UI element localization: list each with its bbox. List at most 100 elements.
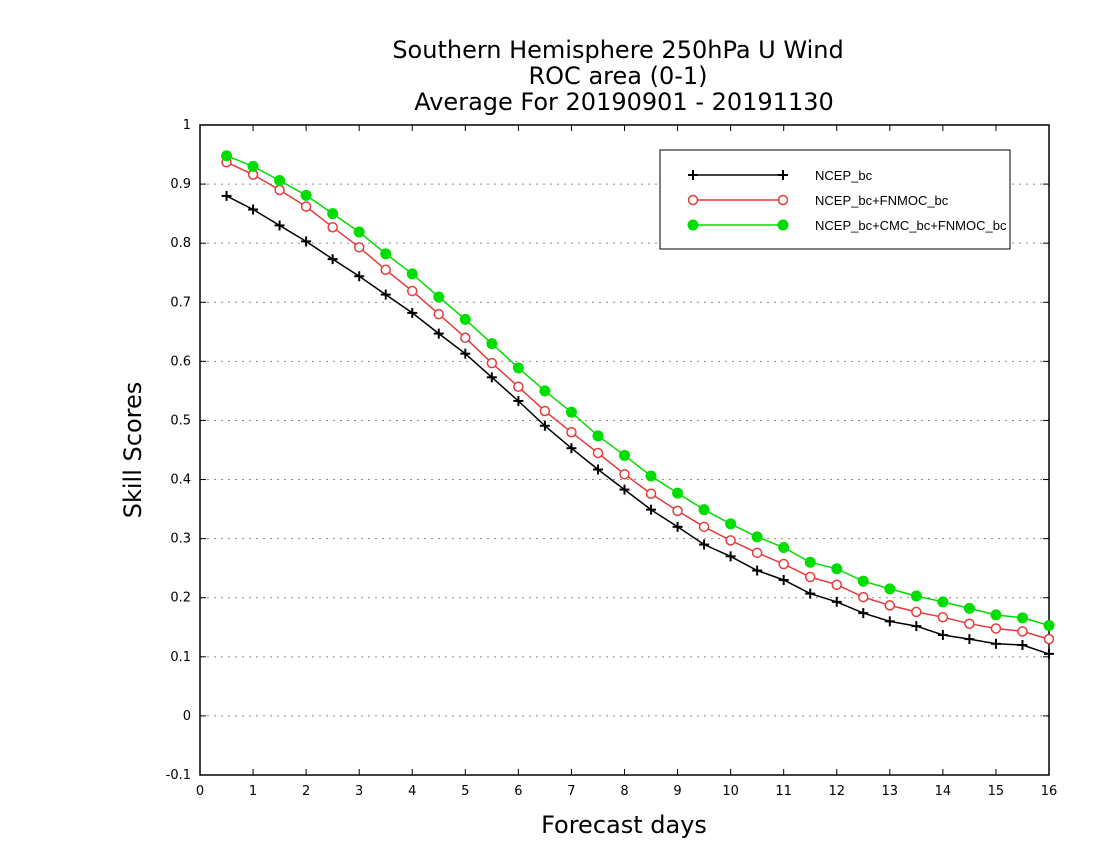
y-axis-ticks: -0.1 0 0.1 0.2 0.3 0.4 0.5 0.6 0.7 0.8 0.9 1 [166,118,1049,783]
data-point [911,606,922,618]
y-tick-label: 0 [183,709,191,724]
data-point [539,405,551,417]
data-point [990,638,1001,649]
data-point [805,588,816,599]
data-point [592,447,604,459]
data-point [884,600,896,611]
data-point [884,583,896,595]
data-point [433,308,445,320]
data-point [619,449,630,461]
data-point [327,221,338,233]
data-point [937,611,949,623]
data-point [380,264,391,276]
x-tick-label: 15 [988,784,1005,799]
x-tick-label: 9 [673,784,681,799]
data-point [857,575,869,587]
data-point [937,629,948,640]
x-axis-title: Forecast days [541,811,707,839]
y-axis-title: Skill Scores [119,382,147,519]
legend-marker [777,194,789,206]
x-tick-label: 2 [302,784,310,799]
legend-marker [777,219,789,231]
legend-marker [687,194,699,206]
data-point [539,385,551,397]
data-point [460,348,471,359]
series-2 [221,150,1055,631]
data-point [699,539,710,550]
chart-title-line-2: ROC area (0-1) [528,62,707,90]
data-point [911,621,922,632]
legend: NCEP_bc NCEP_bc+FNMOC_bc NCEP_bc+CMC_bc+FN… [659,149,1011,250]
data-point [725,535,736,546]
x-tick-label: 8 [620,784,628,799]
data-point [459,313,471,325]
data-point [1043,620,1055,631]
data-point [513,381,524,393]
y-tick-label: 0.7 [170,295,191,310]
data-point [301,236,312,247]
x-tick-label: 3 [355,784,363,799]
plot-frame [199,124,1050,776]
data-point [1043,633,1055,645]
data-point [804,556,816,568]
data-point [327,254,338,265]
data-point [672,487,684,499]
data-point [646,504,657,515]
grid-lines [200,183,1049,717]
data-point [248,204,259,215]
data-point [565,406,577,418]
legend-item-2: NCEP_bc+CMC_bc+FNMOC_bc [687,218,1007,233]
data-point [274,220,285,231]
x-tick-label: 1 [249,784,257,799]
data-point [274,184,285,196]
data-point [1016,612,1028,624]
legend-marker [778,170,788,180]
data-point [407,285,418,297]
y-tick-label: 1 [183,118,191,133]
data-point [804,571,816,583]
data-point [725,551,736,562]
series-1 [221,156,1055,645]
legend-item-1: NCEP_bc+FNMOC_bc [687,193,949,208]
y-tick-label: 0.2 [170,591,191,606]
data-point [725,518,737,530]
data-point [858,608,869,619]
legend-marker [687,219,699,231]
legend-label: NCEP_bc+FNMOC_bc [815,193,949,208]
legend-marker [688,170,698,180]
data-point [486,338,498,350]
data-point [592,430,604,442]
series-layer [221,150,1055,659]
data-point [221,150,233,162]
x-tick-label: 7 [567,784,575,799]
y-tick-label: 0.3 [170,532,191,547]
data-point [619,468,630,480]
data-point [990,609,1002,621]
data-point [460,332,471,343]
y-tick-label: 0.4 [170,473,191,488]
data-point [672,521,683,532]
data-point [566,427,577,438]
x-tick-label: 11 [775,784,792,799]
series-0 [221,190,1054,659]
data-point [778,575,789,585]
data-point [619,484,630,495]
data-point [858,591,869,603]
x-tick-label: 5 [461,784,469,799]
x-tick-label: 0 [196,784,204,799]
data-point [592,464,603,475]
data-point [327,208,339,220]
data-point [486,372,497,383]
data-point [990,623,1002,634]
legend-label: NCEP_bc+CMC_bc+FNMOC_bc [815,218,1007,233]
data-point [1017,626,1028,637]
data-point [380,248,392,260]
x-tick-label: 12 [828,784,845,799]
data-point [778,558,789,570]
data-point [751,547,763,559]
data-point [221,190,232,201]
data-point [566,443,577,454]
data-point [964,634,975,645]
data-point [354,271,365,282]
